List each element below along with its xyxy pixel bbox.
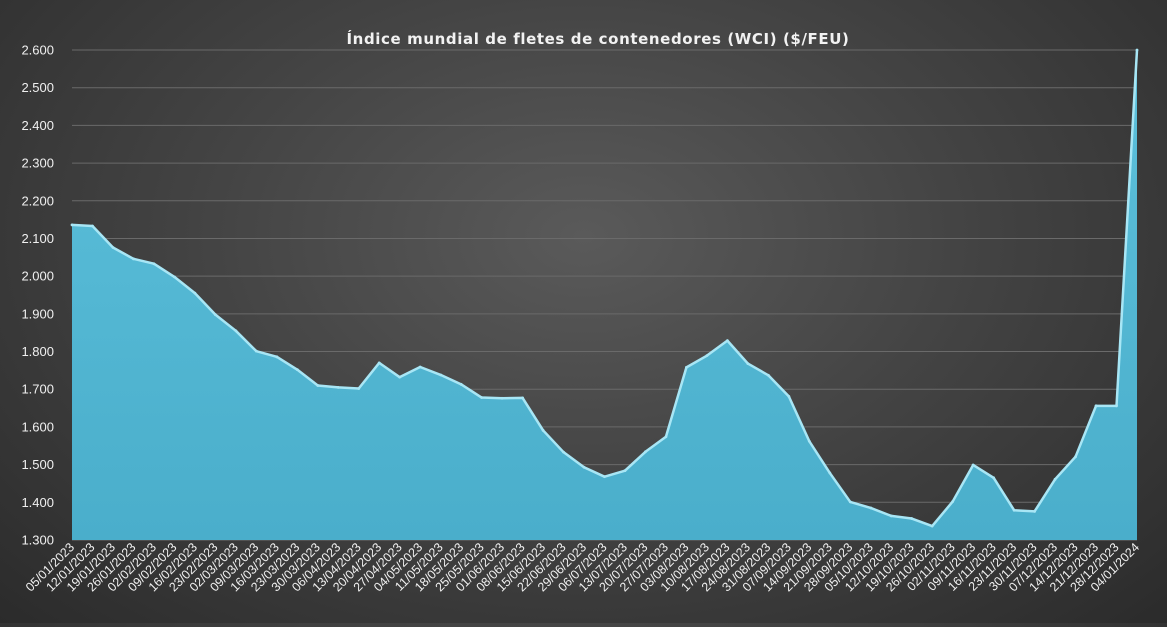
data-point: [152, 262, 156, 266]
data-point: [971, 463, 975, 467]
y-tick-label: 1.600: [21, 419, 54, 434]
data-point: [234, 329, 238, 333]
y-axis-ticks: 1.300 1.400 1.500 1.600 1.700 1.800 1.900 2.000…: [21, 43, 54, 548]
y-tick-label: 2.100: [21, 231, 54, 246]
y-tick-label: 1.900: [21, 306, 54, 321]
data-point: [889, 514, 893, 518]
data-point: [193, 291, 197, 295]
area-fill: [72, 50, 1137, 540]
data-point: [807, 439, 811, 443]
data-point: [685, 365, 688, 369]
data-point: [132, 257, 135, 261]
data-point: [951, 500, 955, 503]
data-point: [562, 450, 565, 454]
chart-title: Índice mundial de fletes de contenedores…: [347, 29, 850, 48]
data-point: [275, 355, 279, 359]
area-series: [70, 48, 1139, 540]
data-point: [1033, 509, 1036, 513]
data-point: [111, 246, 115, 249]
y-tick-label: 1.700: [21, 382, 54, 397]
data-point: [500, 396, 504, 400]
data-point: [377, 361, 381, 365]
data-point: [582, 465, 586, 469]
data-point: [91, 224, 94, 228]
data-point: [1135, 48, 1139, 52]
y-tick-label: 2.500: [21, 80, 54, 95]
data-point: [1012, 508, 1016, 512]
data-point: [910, 517, 914, 520]
data-point: [336, 385, 340, 389]
data-point: [521, 396, 524, 400]
data-points: [70, 48, 1139, 528]
x-axis-ticks: 05/01/202312/01/202319/01/202326/01/2023…: [23, 540, 1142, 594]
data-point: [1074, 455, 1077, 459]
data-point: [398, 375, 402, 379]
data-point: [1115, 404, 1118, 408]
y-tick-label: 2.300: [21, 156, 54, 171]
data-point: [623, 469, 627, 473]
data-point: [705, 354, 709, 358]
data-point: [295, 368, 299, 372]
data-point: [664, 435, 668, 439]
data-point: [848, 500, 852, 504]
data-point: [439, 373, 443, 377]
data-point: [1094, 404, 1098, 408]
y-tick-label: 2.000: [21, 269, 54, 284]
y-tick-label: 1.400: [21, 495, 54, 510]
y-tick-label: 2.600: [21, 43, 54, 58]
data-point: [459, 382, 463, 386]
data-point: [418, 365, 422, 369]
y-tick-label: 1.300: [21, 533, 54, 548]
y-tick-label: 1.500: [21, 457, 54, 472]
data-point: [213, 313, 217, 316]
data-point: [70, 223, 74, 227]
data-point: [725, 339, 729, 343]
data-point: [541, 428, 545, 432]
data-point: [603, 475, 606, 479]
data-point: [787, 394, 791, 398]
data-point: [992, 476, 996, 480]
data-point: [869, 506, 873, 510]
data-point: [1053, 477, 1057, 481]
data-point: [480, 396, 484, 399]
data-point: [746, 362, 750, 365]
data-point: [254, 349, 258, 353]
y-tick-label: 2.200: [21, 193, 54, 208]
data-point: [316, 384, 320, 387]
data-point: [828, 471, 832, 475]
data-point: [644, 450, 647, 454]
data-point: [357, 387, 361, 390]
data-point: [766, 373, 770, 377]
data-point: [173, 275, 176, 279]
data-point: [930, 524, 934, 528]
y-tick-label: 2.400: [21, 118, 54, 133]
y-tick-label: 1.800: [21, 344, 54, 359]
